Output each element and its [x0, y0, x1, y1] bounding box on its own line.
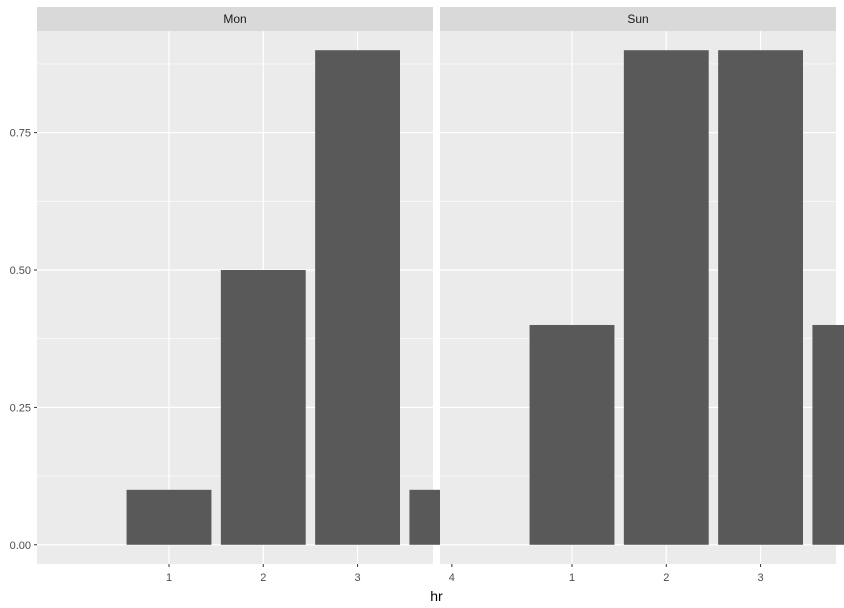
x-tick-label: 2: [260, 572, 266, 584]
y-tick-label: 0.25: [10, 402, 31, 414]
x-tick-label: 3: [355, 572, 361, 584]
facet-strip: [37, 7, 433, 31]
y-tick-label: 0.50: [10, 265, 31, 277]
y-tick-label: 0.00: [10, 540, 31, 552]
x-axis-title: hr: [430, 588, 443, 604]
bar-sun-4: [812, 324, 844, 545]
bar-sun-1: [529, 324, 615, 545]
bar-sun-2: [623, 50, 709, 545]
y-tick-label: 0.75: [10, 128, 31, 140]
x-tick-label: 1: [569, 572, 575, 584]
x-tick-label: 3: [758, 572, 764, 584]
facet-label: Sun: [627, 12, 648, 26]
x-tick-label: 4: [449, 572, 455, 584]
bar-mon-3: [315, 50, 400, 545]
x-tick-label: 2: [663, 572, 669, 584]
bar-mon-2: [220, 270, 306, 545]
x-tick-label: 1: [166, 572, 172, 584]
bar-sun-3: [718, 50, 803, 545]
facet-label: Mon: [223, 12, 246, 26]
facet-strip: [440, 7, 836, 31]
bar-mon-1: [126, 489, 212, 545]
